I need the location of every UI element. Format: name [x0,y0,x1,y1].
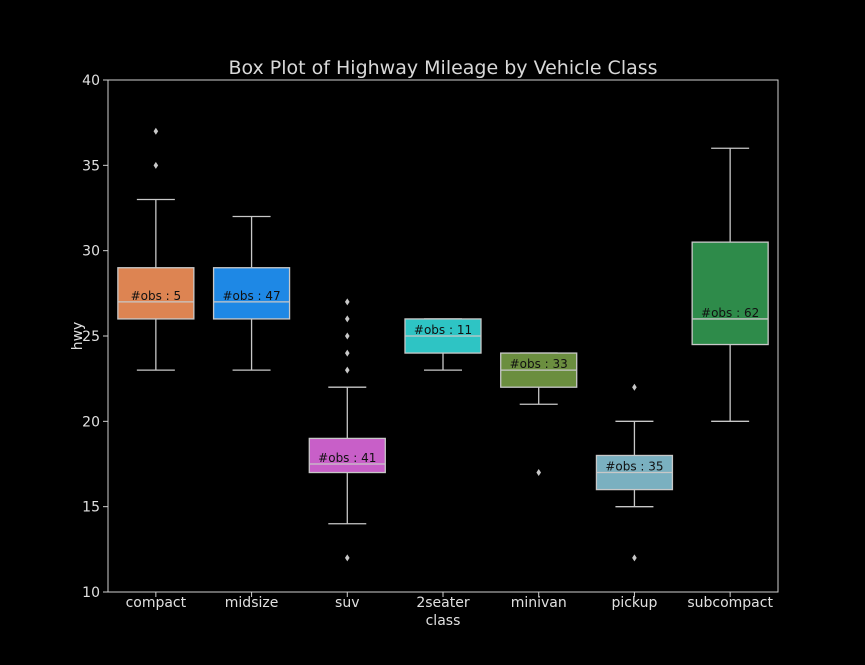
box-iqr [212,267,291,320]
y-tick-label: 10 [82,585,100,601]
chart-title: Box Plot of Highway Mileage by Vehicle C… [228,57,657,79]
obs-label: #obs : 62 [701,306,759,320]
outlier-point [344,349,350,357]
y-axis: 10 15 20 25 30 35 40 [82,73,108,601]
obs-label: #obs : 47 [222,289,280,303]
obs-label: #obs : 5 [131,289,182,303]
box-iqr [691,241,769,346]
x-axis: compact midsize suv 2seater minivan pickup sub… [126,592,773,611]
outlier-point [536,469,542,477]
x-tick-label: pickup [611,595,657,611]
x-tick-label: 2seater [416,595,469,611]
box-2seater: #obs : 11 [404,318,482,371]
x-axis-label: class [426,613,461,629]
box-iqr [117,267,195,320]
x-tick-label: subcompact [687,595,773,611]
outlier-point [344,366,350,374]
obs-label: #obs : 41 [318,451,376,465]
x-tick-label: midsize [225,595,279,611]
box-midsize: #obs : 47 [212,215,291,371]
x-tick-label: suv [335,595,359,611]
y-tick-label: 20 [82,414,100,430]
x-tick-label: compact [126,595,187,611]
box-iqr [308,437,386,474]
box-subcompact: #obs : 62 [691,147,769,422]
box-suv: #obs : 41 [308,298,386,562]
y-axis-label: hwy [70,322,86,351]
outlier-point [153,161,159,169]
outlier-point [632,554,637,562]
box-compact: #obs : 5 [117,127,195,371]
obs-label: #obs : 33 [510,357,568,371]
obs-label: #obs : 35 [605,460,663,474]
y-tick-label: 35 [82,158,100,174]
y-tick-label: 15 [82,500,100,516]
y-tick-label: 25 [82,329,100,345]
obs-label: #obs : 11 [414,323,472,337]
y-tick-label: 40 [82,73,100,89]
outlier-point [344,315,350,323]
outlier-point [153,127,159,135]
outlier-point [344,332,350,340]
x-tick-label: minivan [511,595,567,611]
outlier-point [344,298,350,306]
outlier-point [632,383,637,391]
box-series: #obs : 5 #obs : 47 #obs : 41 #obs : 11 #obs … [117,127,769,562]
box-minivan: #obs : 33 [500,352,578,477]
outlier-point [344,554,350,562]
box-pickup: #obs : 35 [595,383,674,562]
y-tick-label: 30 [82,244,100,260]
